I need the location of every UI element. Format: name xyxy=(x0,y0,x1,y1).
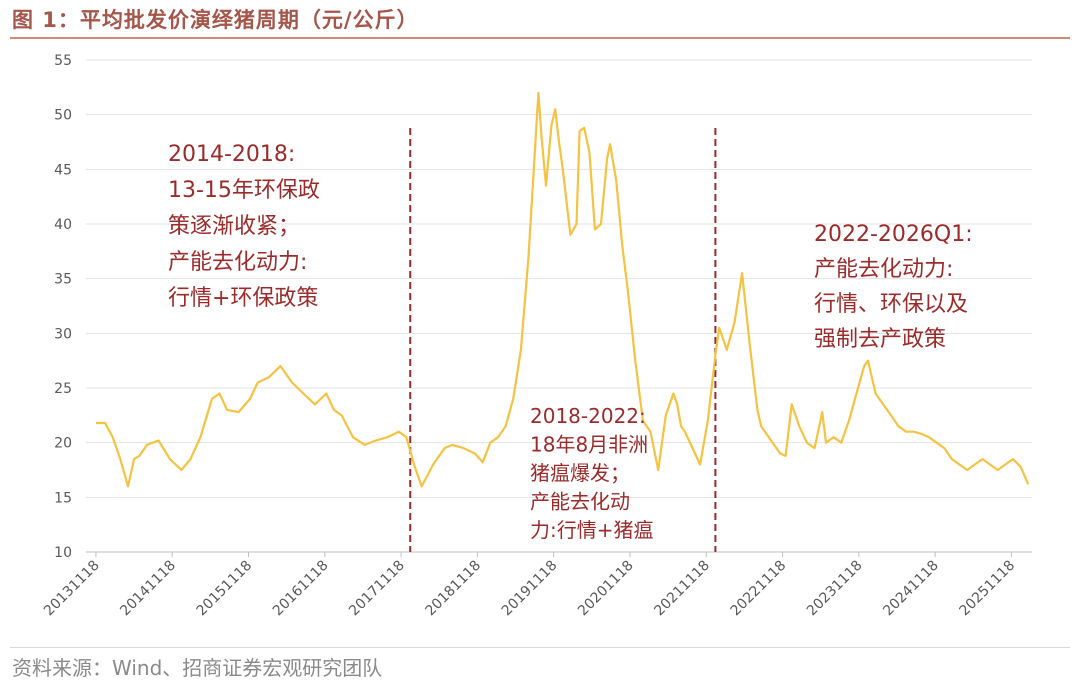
x-axis-ticks: 20131118 20141118 20151118 20161118 20171118… xyxy=(41,551,1032,620)
x-tick-label: 20171118 xyxy=(346,558,408,620)
x-tick-label: 20221118 xyxy=(728,558,790,620)
y-tick-label: 45 xyxy=(54,162,72,178)
y-tick-label: 30 xyxy=(54,326,72,342)
period-dividers xyxy=(409,128,717,552)
figure-title: 图 1：平均批发价演绎猪周期（元/公斤） xyxy=(12,8,419,32)
x-tick-label: 20201118 xyxy=(575,558,637,620)
x-tick-label: 20211118 xyxy=(651,558,713,620)
y-tick-label: 35 xyxy=(54,272,72,288)
source-note: 资料来源：Wind、招商证券宏观研究团队 xyxy=(12,656,383,680)
annotation-line: 强制去产政策 xyxy=(814,327,946,352)
price-series-line xyxy=(95,91,1030,488)
annotation-line: 行情、环保以及 xyxy=(814,292,968,317)
x-tick-label: 20141118 xyxy=(117,558,179,620)
annotation-line: 力:行情+猪瘟 xyxy=(530,518,654,542)
x-tick-label: 20181118 xyxy=(422,558,484,620)
annotation-line: 18年8月非洲 xyxy=(530,433,648,457)
title-divider xyxy=(10,37,1070,39)
x-tick-label: 20231118 xyxy=(804,558,866,620)
x-tick-label: 20131118 xyxy=(41,558,103,620)
x-tick-label: 20151118 xyxy=(194,558,256,620)
annotation-line: 行情+环保政策 xyxy=(168,286,318,311)
annotation-line: 2018-2022: xyxy=(530,404,646,428)
x-tick-label: 20251118 xyxy=(957,558,1019,620)
y-tick-label: 15 xyxy=(54,490,72,506)
source-divider xyxy=(10,647,1070,648)
x-tick-label: 20241118 xyxy=(880,558,942,620)
annotation-line: 产能去化动力: xyxy=(814,257,953,282)
y-tick-label: 55 xyxy=(54,53,72,69)
annotation-line: 策逐渐收紧； xyxy=(168,214,300,239)
annotation-line: 产能去化动力: xyxy=(168,250,307,275)
x-tick-label: 20191118 xyxy=(499,558,561,620)
annotation-line: 产能去化动 xyxy=(530,490,630,514)
y-tick-label: 40 xyxy=(54,217,72,233)
annotation-line: 13-15年环保政 xyxy=(168,178,320,203)
y-tick-label: 10 xyxy=(54,545,72,561)
series-layer xyxy=(95,91,1030,488)
annotation-line: 猪瘟爆发； xyxy=(530,461,630,485)
annotation-line: 2022-2026Q1: xyxy=(814,222,973,247)
annotation-line: 2014-2018: xyxy=(168,142,295,167)
x-tick-label: 20161118 xyxy=(270,558,332,620)
y-tick-label: 25 xyxy=(54,381,72,397)
y-axis-ticks: 10 15 20 25 30 35 40 45 50 55 xyxy=(54,53,72,561)
y-tick-label: 20 xyxy=(54,436,72,452)
y-tick-label: 50 xyxy=(54,108,72,124)
